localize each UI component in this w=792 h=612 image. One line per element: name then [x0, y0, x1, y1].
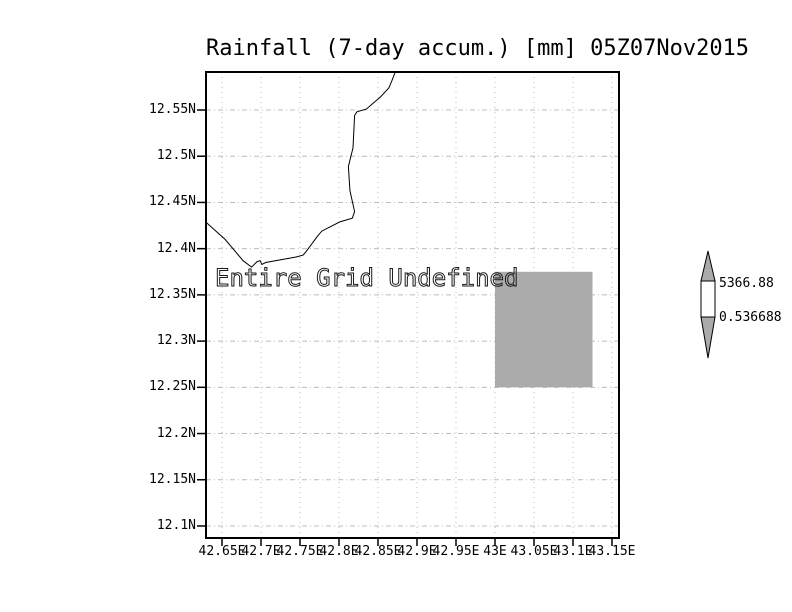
y-tick-label: 12.4N [156, 240, 196, 256]
colorbar-up-arrow [700, 250, 716, 282]
x-tick-label: 42.65E [198, 544, 246, 559]
colorbar-max-label: 5366.88 [719, 276, 774, 291]
x-tick-label: 43E [483, 544, 507, 559]
colorbar-bar [700, 280, 716, 318]
y-tick-label: 12.25N [149, 379, 196, 395]
x-tick-label: 42.85E [354, 544, 402, 559]
colorbar-min-label: 0.536688 [719, 310, 782, 325]
x-tick-label: 42.75E [276, 544, 324, 559]
coastline-path [205, 71, 396, 268]
colorbar-down-arrow [700, 316, 716, 359]
x-tick-label: 42.8E [319, 544, 359, 559]
y-tick-label: 12.3N [156, 333, 196, 349]
y-tick-label: 12.15N [149, 471, 196, 487]
x-tick-label: 42.9E [397, 544, 437, 559]
y-tick-label: 12.2N [156, 425, 196, 441]
y-tick-label: 12.5N [156, 148, 196, 164]
y-tick-label: 12.55N [149, 102, 196, 117]
y-tick-label: 12.1N [156, 517, 196, 533]
plot-title: Rainfall (7-day accum.) [mm] 05Z07Nov201… [206, 36, 750, 61]
y-tick-label: 12.35N [149, 286, 196, 302]
x-tick-label: 42.7E [241, 544, 281, 559]
x-tick-label: 43.1E [553, 544, 593, 559]
x-tick-label: 43.05E [510, 544, 558, 559]
x-tick-label: 42.95E [432, 544, 480, 559]
x-tick-label: 43.15E [588, 544, 636, 559]
entire-grid-undefined-annotation: Entire Grid Undefined [214, 264, 519, 292]
y-tick-label: 12.45N [149, 194, 196, 210]
plot-frame [205, 71, 620, 539]
shaded-region [495, 271, 593, 388]
